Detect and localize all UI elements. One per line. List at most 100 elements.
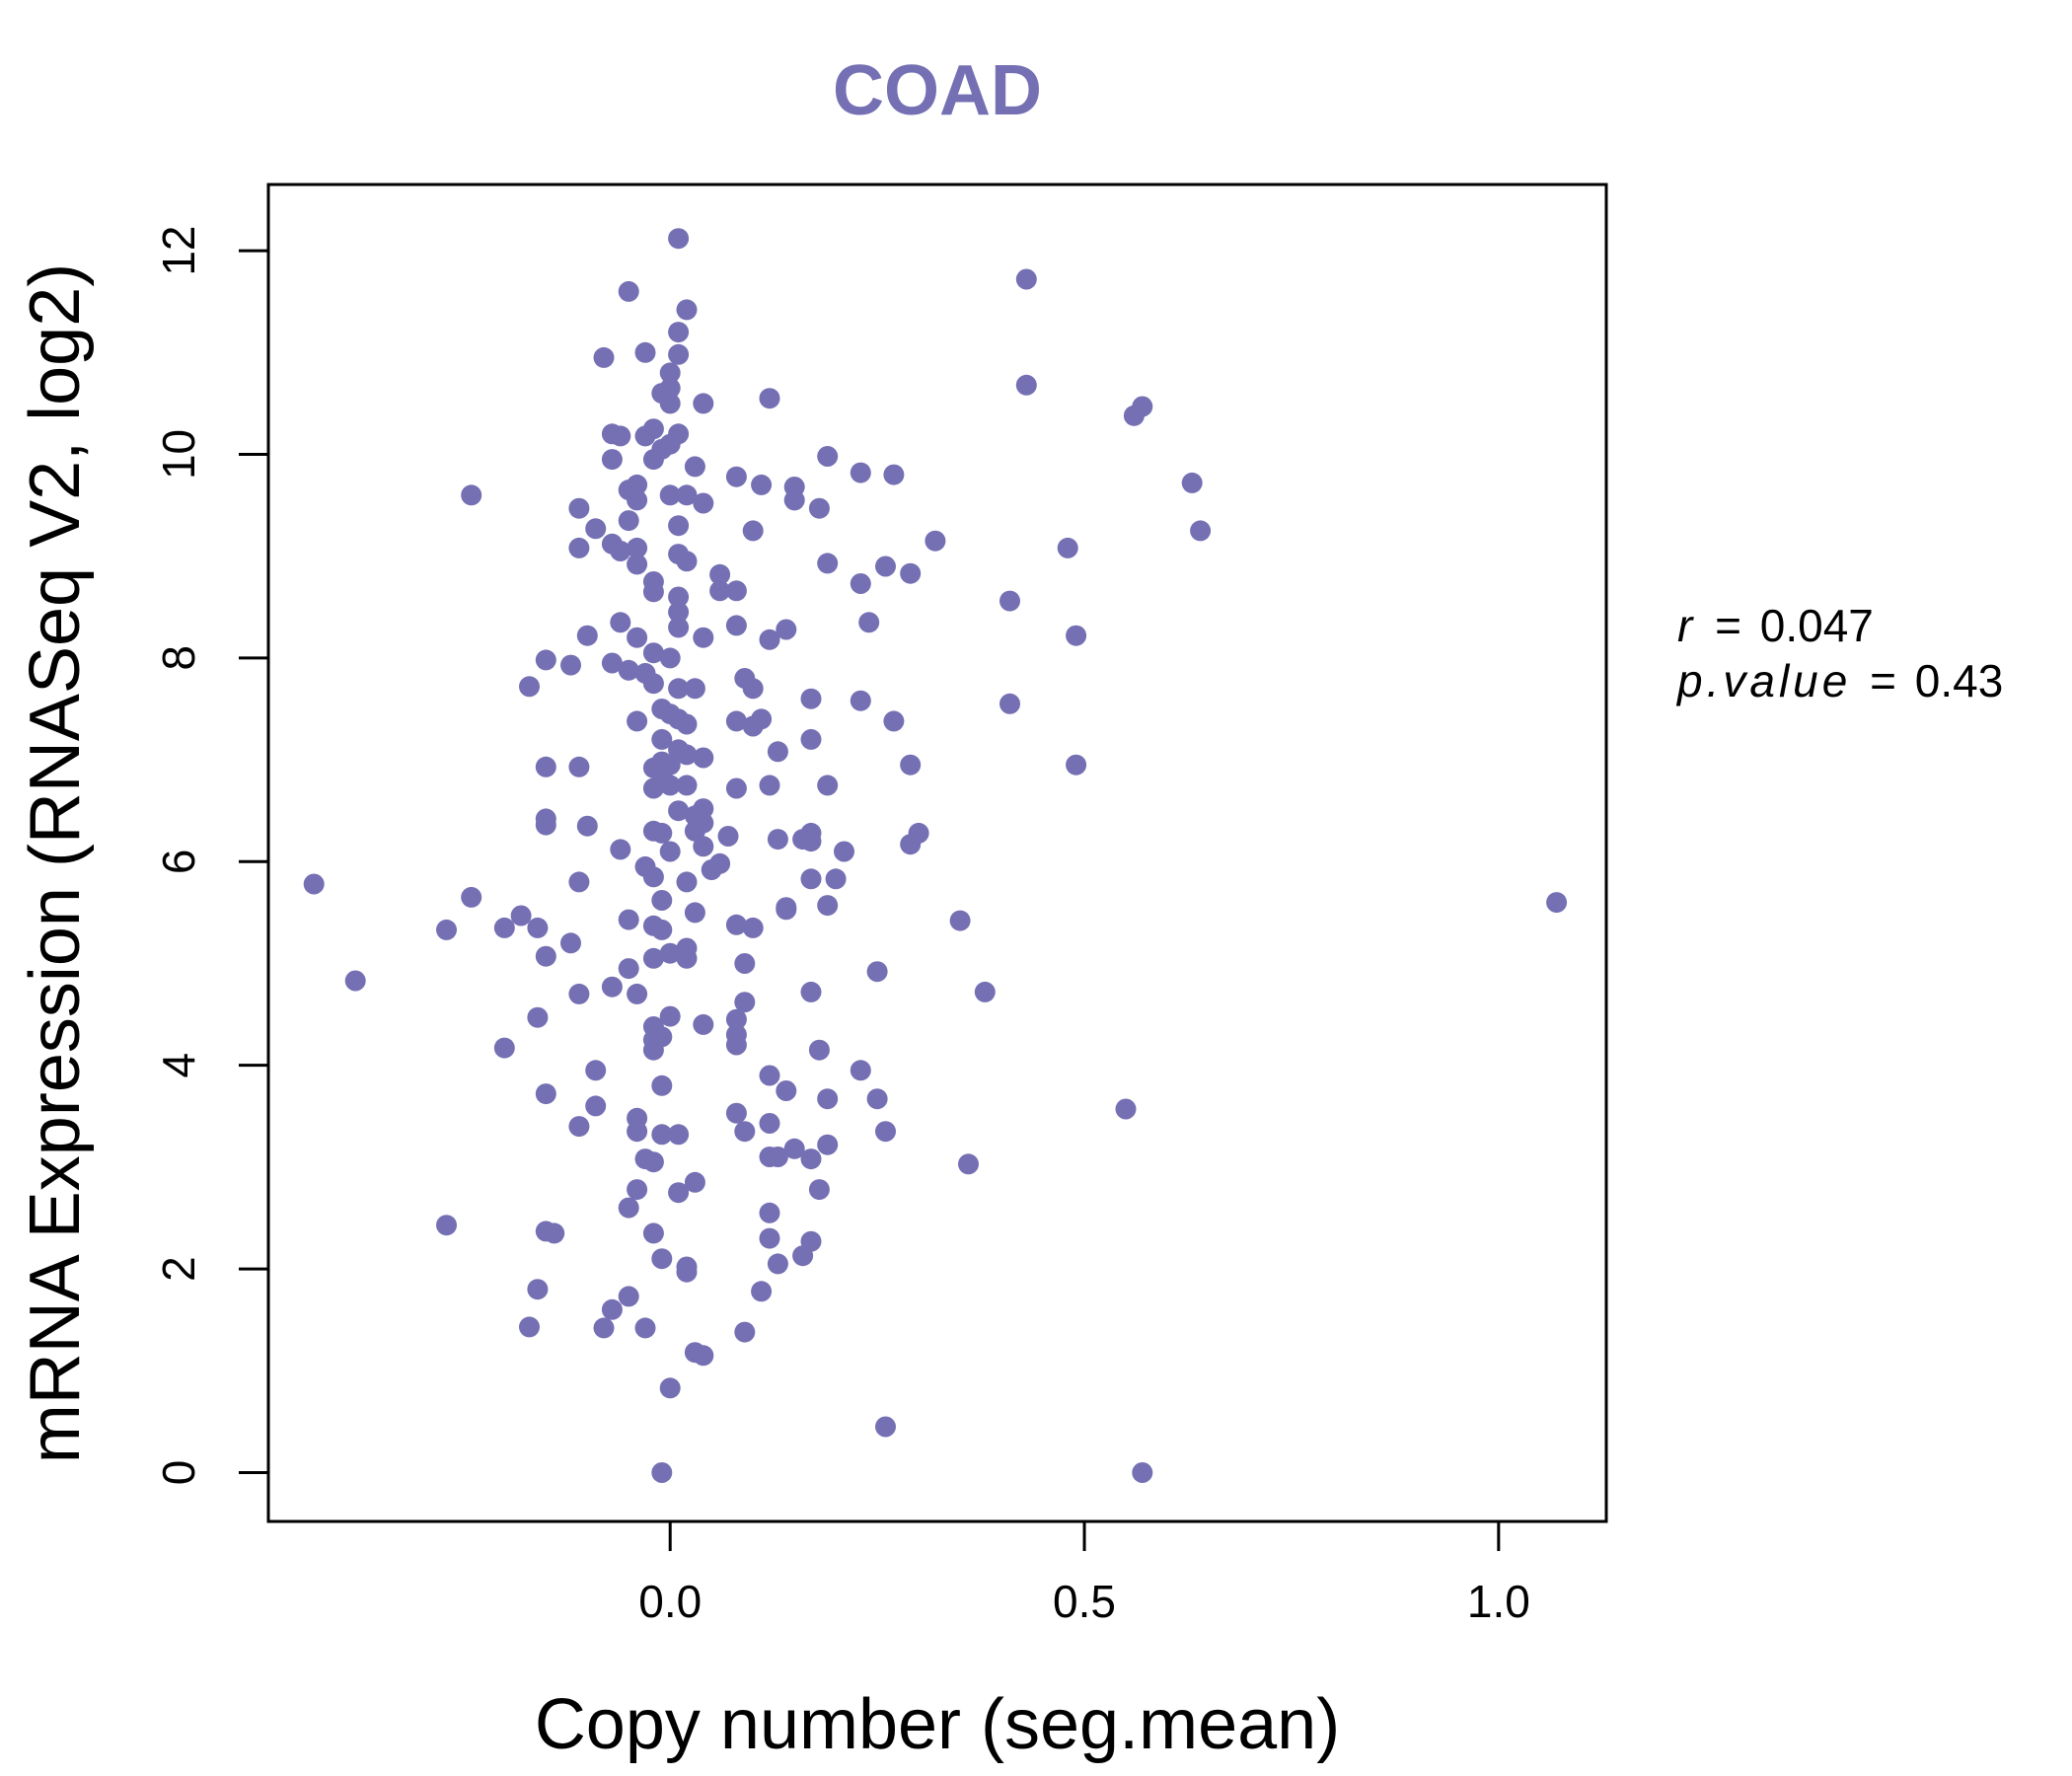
- data-point: [461, 886, 482, 908]
- data-point: [725, 1008, 747, 1030]
- data-point: [800, 688, 822, 709]
- data-point: [767, 1253, 788, 1275]
- data-point: [725, 466, 747, 487]
- data-point: [627, 710, 648, 732]
- data-point: [709, 563, 731, 585]
- data-point: [642, 642, 664, 664]
- data-point: [668, 678, 690, 700]
- data-point: [627, 627, 648, 648]
- data-point: [676, 484, 698, 506]
- p-equals: =: [1870, 655, 1896, 706]
- data-point: [659, 841, 681, 862]
- data-point: [642, 1222, 664, 1244]
- data-point: [668, 515, 690, 537]
- data-point: [593, 346, 615, 368]
- data-point: [1181, 472, 1203, 493]
- y-tick-label: 10: [153, 429, 204, 480]
- data-point: [618, 659, 639, 681]
- data-point: [627, 1179, 648, 1201]
- data-point: [725, 777, 747, 799]
- data-point: [767, 741, 788, 763]
- data-point: [684, 456, 705, 478]
- y-tick-label: 6: [153, 849, 204, 874]
- data-point: [585, 1095, 607, 1117]
- data-point: [544, 1222, 565, 1244]
- data-point: [759, 1202, 780, 1223]
- y-tick-label: 2: [153, 1256, 204, 1282]
- data-point: [610, 839, 631, 860]
- data-point: [642, 1151, 664, 1173]
- data-point: [693, 492, 714, 514]
- data-point: [825, 868, 847, 890]
- data-point: [642, 581, 664, 603]
- data-point: [535, 1083, 556, 1105]
- data-point: [776, 619, 797, 640]
- data-point: [734, 1321, 756, 1343]
- data-point: [1015, 268, 1037, 290]
- data-point: [659, 647, 681, 669]
- data-point: [493, 917, 515, 938]
- data-point: [693, 393, 714, 414]
- data-point: [751, 1281, 773, 1302]
- data-point: [676, 744, 698, 766]
- data-point: [1123, 405, 1145, 426]
- data-point: [693, 747, 714, 769]
- data-point: [627, 554, 648, 575]
- data-point: [1015, 374, 1037, 396]
- data-point: [850, 690, 871, 711]
- y-tick-label: 4: [153, 1053, 204, 1078]
- data-point: [759, 1227, 780, 1249]
- x-axis-label: Copy number (seg.mean): [535, 1685, 1340, 1764]
- data-point: [776, 897, 797, 919]
- data-point: [610, 541, 631, 561]
- data-point: [751, 474, 773, 495]
- data-point: [535, 756, 556, 777]
- data-point: [668, 1182, 690, 1204]
- data-point: [817, 775, 839, 796]
- data-point: [651, 822, 673, 844]
- data-point: [535, 649, 556, 671]
- data-point: [693, 1345, 714, 1367]
- data-point: [668, 322, 690, 343]
- data-point: [634, 341, 656, 363]
- data-point: [676, 871, 698, 893]
- data-point: [759, 775, 780, 796]
- p-value: 0.43: [1915, 655, 2004, 706]
- data-point: [725, 1102, 747, 1124]
- data-point: [535, 814, 556, 836]
- data-point: [693, 1013, 714, 1035]
- data-point: [668, 228, 690, 250]
- data-point: [510, 905, 532, 926]
- data-point: [659, 942, 681, 964]
- data-point: [925, 530, 946, 552]
- points-layer: [303, 228, 1568, 1483]
- data-point: [783, 489, 805, 511]
- data-point: [560, 932, 581, 954]
- data-point: [725, 580, 747, 602]
- data-point: [642, 673, 664, 695]
- data-point: [601, 449, 623, 471]
- data-point: [659, 362, 681, 384]
- data-point: [676, 1261, 698, 1283]
- data-point: [850, 462, 871, 483]
- data-point: [725, 1034, 747, 1056]
- x-tick-label: 1.0: [1467, 1576, 1530, 1627]
- stats-annotation: r = 0.047 p.value = 0.43: [1675, 600, 2003, 706]
- data-point: [1190, 520, 1212, 542]
- data-point: [742, 520, 764, 542]
- data-point: [908, 822, 929, 844]
- data-point: [668, 800, 690, 822]
- data-point: [800, 831, 822, 852]
- data-point: [642, 418, 664, 440]
- data-point: [717, 826, 739, 847]
- data-point: [618, 510, 639, 532]
- y-axis-label: mRNA Expression (RNASeq V2, log2): [16, 263, 95, 1463]
- data-point: [535, 945, 556, 967]
- data-point: [642, 866, 664, 888]
- data-point: [759, 629, 780, 650]
- data-point: [659, 1005, 681, 1027]
- data-point: [709, 580, 731, 602]
- data-point: [568, 871, 590, 893]
- data-point: [593, 1317, 615, 1339]
- data-point: [659, 484, 681, 506]
